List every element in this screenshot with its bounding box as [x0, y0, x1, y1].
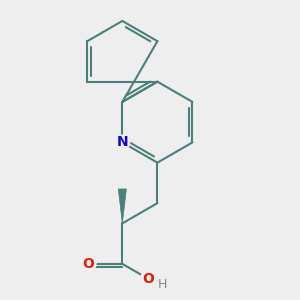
Text: O: O [82, 257, 94, 271]
Circle shape [140, 271, 157, 287]
Circle shape [80, 256, 96, 272]
Polygon shape [118, 189, 126, 224]
Text: O: O [143, 272, 154, 286]
Text: H: H [158, 278, 167, 291]
Text: N: N [116, 135, 128, 149]
Circle shape [115, 135, 130, 150]
